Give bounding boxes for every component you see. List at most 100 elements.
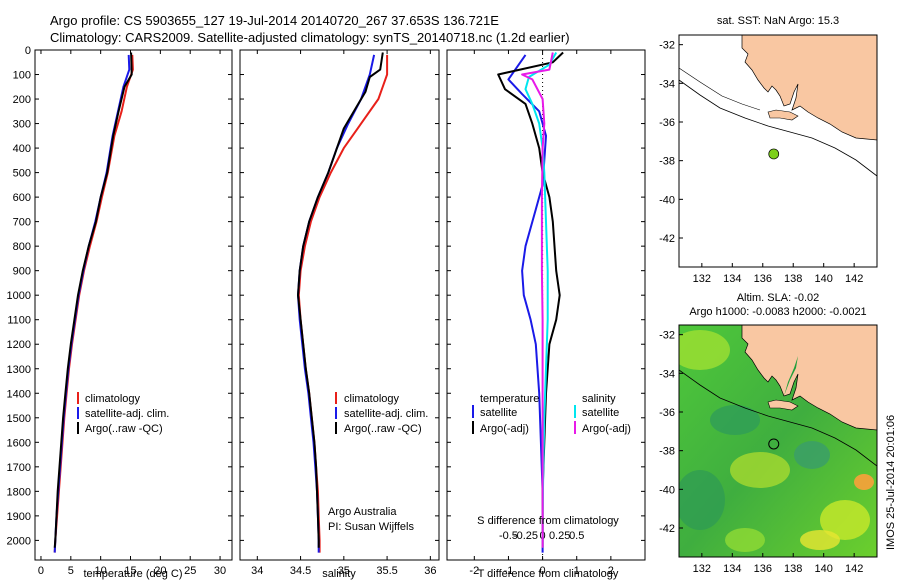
- y-tick-label: 900: [13, 266, 31, 278]
- x-tick-label: 20: [154, 565, 166, 577]
- lat-tick-label: -38: [659, 156, 675, 168]
- map-bottom-title-line2: Argo h1000: -0.0083 h2000: -0.0021: [689, 306, 866, 318]
- x-tick-label: 35.5: [376, 565, 397, 577]
- temperature-legend: climatology satellite-adj. clim. Argo(..…: [77, 392, 169, 435]
- y-tick-label: 100: [13, 70, 31, 82]
- lat-tick-label: -38: [659, 446, 675, 458]
- y-tick-label: 300: [13, 119, 31, 131]
- x-tick-label: 35: [338, 565, 350, 577]
- difference-panel: -2 -1 0 1 2-0.5-0.25 0 0.250.5 T difference fr…: [446, 49, 646, 580]
- x-tick-label: 0: [38, 565, 44, 577]
- lat-tick-label: -36: [659, 117, 675, 129]
- sla-patch: [679, 330, 730, 370]
- map-top-title: sat. SST: NaN Argo: 15.3: [717, 15, 839, 27]
- map-top-land: [741, 34, 878, 141]
- s-diff-tick-label: 0.5: [569, 530, 584, 542]
- lon-tick-label: 140: [815, 563, 833, 575]
- annotation-pi: PI: Susan Wijffels: [328, 521, 414, 533]
- map-top-argo-marker: [768, 148, 780, 160]
- y-tick-label: 200: [13, 94, 31, 106]
- x-tick-label: 15: [124, 565, 136, 577]
- footer-timestamp: IMOS 25-Jul-2014 20:01:06: [885, 415, 897, 550]
- series-line-satellite-adj-clim-: [297, 54, 376, 553]
- sla-patch: [725, 528, 765, 552]
- x-tick-label: -1: [504, 565, 514, 577]
- lon-tick-label: 134: [723, 563, 741, 575]
- salinity-legend: climatology satellite-adj. clim. Argo(..…: [335, 392, 428, 435]
- lon-tick-label: 142: [845, 563, 863, 575]
- lat-tick-label: -32: [659, 330, 675, 342]
- y-tick-label: 1900: [7, 511, 31, 523]
- lat-tick-label: -34: [659, 78, 675, 90]
- x-tick-label: 34.5: [290, 565, 311, 577]
- lat-tick-label: -34: [659, 368, 675, 380]
- map-bottom-frame: [678, 324, 878, 558]
- y-tick-label: 1300: [7, 364, 31, 376]
- sla-field: [679, 325, 877, 557]
- temperature-xlabel: temperature (deg C): [83, 568, 182, 580]
- lat-tick-label: -36: [659, 407, 675, 419]
- salinity-ticks: 34 34.5 35 35.5 36: [240, 49, 439, 577]
- map-bottom-ticks: 132 134 136 138 140 142 -32 -34 -36 -38 -40 -42: [659, 330, 863, 575]
- series-line-climatology: [53, 54, 134, 553]
- temperature-ticks: 0100200300400500600700800900100011001200…: [7, 45, 232, 577]
- salinity-lines: [297, 52, 389, 553]
- x-tick-label: 30: [214, 565, 226, 577]
- legend-label-t-argo: Argo(-adj): [480, 423, 529, 435]
- y-tick-label: 1600: [7, 437, 31, 449]
- lat-tick-label: -32: [659, 40, 675, 52]
- legend-label-t-satellite: satellite: [480, 407, 517, 419]
- difference-legend: temperature satellite Argo(-adj) salinit…: [472, 393, 631, 435]
- x-tick-label: 10: [95, 565, 107, 577]
- series-line-temperature-argo-adj-: [497, 51, 564, 548]
- difference-ticks: -2 -1 0 1 2-0.5-0.25 0 0.250.5: [447, 49, 645, 577]
- legend-label-s-satellite: satellite: [582, 407, 619, 419]
- salinity-panel: 34 34.5 35 35.5 36 salinity climatology sate…: [239, 49, 440, 580]
- x-tick-label: 1: [574, 565, 580, 577]
- s-diff-tick-label: -0.5: [499, 530, 518, 542]
- footer-text: IMOS 25-Jul-2014 20:01:06: [885, 415, 897, 550]
- sla-patch: [794, 441, 830, 469]
- y-tick-label: 600: [13, 192, 31, 204]
- legend-label-climatology: climatology: [344, 393, 400, 405]
- lon-tick-label: 132: [693, 273, 711, 285]
- y-tick-label: 700: [13, 217, 31, 229]
- y-tick-label: 400: [13, 143, 31, 155]
- map-top-island: [767, 109, 799, 121]
- map-top-isobath: [678, 79, 878, 177]
- legend-label-climatology: climatology: [85, 393, 141, 405]
- t-diff-xlabel: T difference from climatology: [478, 568, 619, 580]
- map-bottom-argo-marker: [768, 438, 780, 450]
- legend-label-satellite: satellite-adj. clim.: [85, 408, 169, 420]
- map-bottom: Altim. SLA: -0.02 Argo h1000: -0.0083 h2…: [659, 292, 878, 575]
- y-tick-label: 1200: [7, 339, 31, 351]
- x-tick-label: 5: [68, 565, 74, 577]
- lon-tick-label: 138: [784, 273, 802, 285]
- annotation-argo-australia: Argo Australia: [328, 506, 397, 518]
- y-tick-label: 1000: [7, 290, 31, 302]
- lon-tick-label: 136: [754, 273, 772, 285]
- x-tick-label: 2: [608, 565, 614, 577]
- y-tick-label: 1800: [7, 486, 31, 498]
- salinity-axes: [239, 49, 440, 561]
- lon-tick-label: 136: [754, 563, 772, 575]
- map-top-ticks: 132 134 136 138 140 142 -32 -34 -36 -38 -40 -42: [659, 40, 863, 285]
- lat-tick-label: -40: [659, 484, 675, 496]
- sla-patch: [854, 474, 874, 490]
- series-line-argo-raw-qc-: [297, 52, 384, 548]
- lat-tick-label: -42: [659, 233, 675, 245]
- map-bottom-title-line1: Altim. SLA: -0.02: [737, 292, 820, 304]
- difference-axes: [446, 49, 646, 561]
- x-tick-label: 25: [184, 565, 196, 577]
- x-tick-label: -2: [469, 565, 479, 577]
- series-line-temperature-satellite: [507, 54, 547, 553]
- series-line-salinity-satellite: [524, 52, 558, 548]
- y-tick-label: 1700: [7, 462, 31, 474]
- lat-tick-label: -42: [659, 523, 675, 535]
- lon-tick-label: 138: [784, 563, 802, 575]
- y-tick-label: 0: [25, 45, 31, 57]
- s-diff-xlabel: S difference from climatology: [477, 515, 619, 527]
- s-diff-tick-label: 0.25: [549, 530, 570, 542]
- s-diff-tick-label: -0.25: [513, 530, 538, 542]
